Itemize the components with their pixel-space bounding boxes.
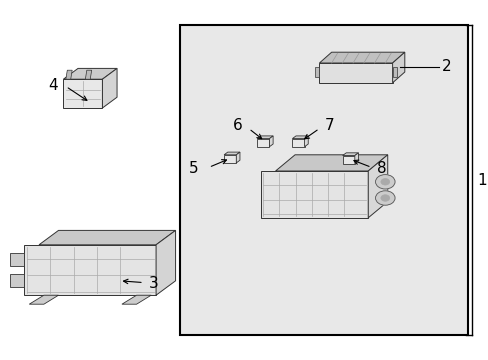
- Polygon shape: [224, 155, 236, 163]
- Polygon shape: [122, 295, 151, 304]
- Polygon shape: [257, 136, 273, 139]
- Text: 2: 2: [441, 59, 450, 74]
- Bar: [333, 68, 372, 77]
- Polygon shape: [29, 295, 59, 304]
- Polygon shape: [236, 152, 240, 163]
- Polygon shape: [392, 67, 397, 77]
- Polygon shape: [257, 139, 269, 147]
- Polygon shape: [224, 152, 240, 155]
- Polygon shape: [269, 136, 273, 147]
- Polygon shape: [102, 68, 117, 108]
- Circle shape: [380, 179, 389, 185]
- Polygon shape: [292, 136, 307, 139]
- Polygon shape: [10, 274, 24, 287]
- Polygon shape: [292, 139, 304, 147]
- Polygon shape: [342, 156, 354, 163]
- Text: 3: 3: [148, 276, 158, 291]
- Polygon shape: [319, 63, 392, 83]
- Polygon shape: [156, 230, 175, 295]
- Bar: [180, 25, 467, 335]
- Text: 5: 5: [189, 161, 199, 176]
- Polygon shape: [39, 230, 175, 245]
- Text: 6: 6: [233, 118, 243, 133]
- Polygon shape: [392, 52, 404, 83]
- Polygon shape: [304, 136, 307, 147]
- Polygon shape: [24, 245, 156, 295]
- Polygon shape: [85, 70, 92, 79]
- Circle shape: [375, 191, 394, 205]
- Polygon shape: [63, 68, 117, 79]
- Polygon shape: [10, 253, 24, 266]
- Polygon shape: [66, 70, 72, 79]
- Polygon shape: [319, 52, 404, 63]
- Polygon shape: [261, 171, 367, 218]
- Polygon shape: [275, 155, 387, 171]
- Text: 7: 7: [324, 118, 333, 133]
- Circle shape: [380, 195, 389, 201]
- Text: 8: 8: [376, 161, 386, 176]
- Polygon shape: [63, 79, 102, 108]
- Polygon shape: [367, 155, 387, 218]
- Text: 4: 4: [48, 78, 58, 93]
- Polygon shape: [354, 153, 358, 163]
- Polygon shape: [314, 67, 319, 77]
- Polygon shape: [342, 153, 358, 156]
- Circle shape: [375, 175, 394, 189]
- Text: 1: 1: [476, 172, 486, 188]
